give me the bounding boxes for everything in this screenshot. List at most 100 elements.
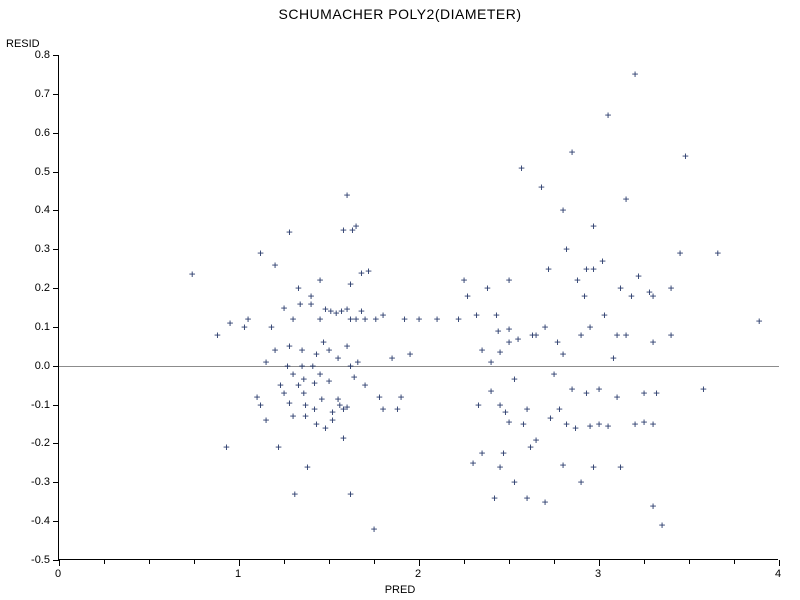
- data-point: +: [277, 380, 284, 391]
- data-point: +: [623, 193, 630, 204]
- data-point: +: [524, 492, 531, 503]
- data-point: +: [268, 321, 275, 332]
- y-tick: [53, 443, 59, 444]
- x-tick: [419, 560, 420, 566]
- data-point: +: [682, 151, 689, 162]
- data-point: +: [520, 419, 527, 430]
- data-point: +: [340, 224, 347, 235]
- y-tick: [53, 94, 59, 95]
- data-point: +: [601, 310, 608, 321]
- data-point: +: [372, 314, 379, 325]
- data-point: +: [560, 349, 567, 360]
- data-point: +: [326, 376, 333, 387]
- data-point: +: [257, 248, 264, 259]
- data-point: +: [347, 279, 354, 290]
- x-minor-tick: [734, 560, 735, 564]
- data-point: +: [461, 275, 468, 286]
- data-point: +: [344, 341, 351, 352]
- data-point: +: [545, 263, 552, 274]
- data-point: +: [376, 391, 383, 402]
- x-minor-tick: [149, 560, 150, 564]
- data-point: +: [286, 397, 293, 408]
- data-point: +: [587, 420, 594, 431]
- data-point: +: [506, 337, 513, 348]
- x-minor-tick: [464, 560, 465, 564]
- x-minor-tick: [374, 560, 375, 564]
- data-point: +: [484, 283, 491, 294]
- data-point: +: [317, 368, 324, 379]
- data-point: +: [646, 286, 653, 297]
- data-point: +: [302, 411, 309, 422]
- data-point: +: [318, 393, 325, 404]
- data-point: +: [227, 318, 234, 329]
- data-point: +: [317, 275, 324, 286]
- data-point: +: [308, 298, 315, 309]
- data-point: +: [322, 304, 329, 315]
- data-point: +: [311, 378, 318, 389]
- y-tick-label: -0.2: [10, 437, 50, 449]
- data-point: +: [347, 314, 354, 325]
- y-tick: [53, 133, 59, 134]
- data-point: +: [614, 329, 621, 340]
- x-minor-tick: [509, 560, 510, 564]
- y-tick: [53, 210, 59, 211]
- data-point: +: [538, 182, 545, 193]
- x-minor-tick: [194, 560, 195, 564]
- y-tick-label: 0.6: [10, 127, 50, 139]
- data-point: +: [556, 403, 563, 414]
- y-tick: [53, 521, 59, 522]
- data-point: +: [529, 329, 536, 340]
- data-point: +: [491, 492, 498, 503]
- data-point: +: [623, 329, 630, 340]
- data-point: +: [313, 349, 320, 360]
- data-point: +: [272, 259, 279, 270]
- data-point: +: [605, 420, 612, 431]
- y-tick: [53, 172, 59, 173]
- data-point: +: [290, 411, 297, 422]
- y-tick: [53, 327, 59, 328]
- data-point: +: [340, 403, 347, 414]
- data-point: +: [286, 226, 293, 237]
- data-point: +: [506, 323, 513, 334]
- data-point: +: [302, 399, 309, 410]
- data-point: +: [493, 310, 500, 321]
- y-tick-label: -0.1: [10, 399, 50, 411]
- data-point: +: [497, 347, 504, 358]
- data-point: +: [506, 417, 513, 428]
- data-point: +: [297, 298, 304, 309]
- data-point: +: [527, 442, 534, 453]
- y-tick: [53, 366, 59, 367]
- data-point: +: [617, 283, 624, 294]
- data-point: +: [362, 314, 369, 325]
- data-point: +: [398, 391, 405, 402]
- data-point: +: [336, 399, 343, 410]
- y-tick: [53, 249, 59, 250]
- data-point: +: [650, 290, 657, 301]
- data-point: +: [304, 461, 311, 472]
- data-point: +: [587, 321, 594, 332]
- data-point: +: [335, 393, 342, 404]
- data-point: +: [353, 220, 360, 231]
- data-point: +: [338, 306, 345, 317]
- data-point: +: [574, 275, 581, 286]
- data-point: +: [313, 419, 320, 430]
- data-point: +: [272, 345, 279, 356]
- data-point: +: [311, 403, 318, 414]
- y-tick-label: 0.3: [10, 243, 50, 255]
- data-point: +: [470, 457, 477, 468]
- data-point: +: [455, 314, 462, 325]
- data-point: +: [329, 415, 336, 426]
- x-axis-label: PRED: [0, 584, 800, 596]
- x-minor-tick: [329, 560, 330, 564]
- data-point: +: [290, 368, 297, 379]
- y-tick-label: -0.4: [10, 515, 50, 527]
- data-point: +: [299, 345, 306, 356]
- data-point: +: [511, 374, 518, 385]
- y-tick-label: 0.4: [10, 204, 50, 216]
- data-point: +: [290, 314, 297, 325]
- data-point: +: [488, 386, 495, 397]
- data-point: +: [614, 391, 621, 402]
- chart-title: SCHUMACHER POLY2(DIAMETER): [0, 6, 800, 22]
- data-point: +: [335, 353, 342, 364]
- y-tick-label: 0.1: [10, 321, 50, 333]
